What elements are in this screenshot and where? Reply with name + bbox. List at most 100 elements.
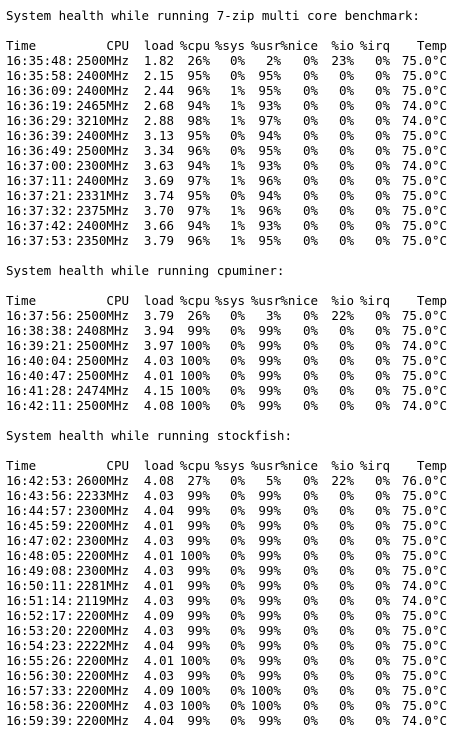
- cell-load: 1.82: [143, 53, 174, 68]
- cell-irq: 0%: [374, 338, 390, 353]
- cell-cpu: 2300MHz: [76, 158, 129, 173]
- cell-io: 0%: [338, 608, 354, 623]
- table-body: 16:42:53: 2600MHz 4.08 27% 0% 5% 0% 22% 0% 76.0°C…: [0, 473, 459, 728]
- cell-sys: 0%: [229, 698, 245, 713]
- cell-load: 2.15: [143, 68, 174, 83]
- cell-load: 4.09: [143, 608, 174, 623]
- cell-temp: 74.0°C: [401, 593, 447, 608]
- cell-usr: 99%: [258, 548, 281, 563]
- cell-time: 16:36:19:: [6, 98, 74, 113]
- cell-irq: 0%: [374, 503, 390, 518]
- cell-io: 0%: [338, 488, 354, 503]
- table-row: 16:43:56: 2233MHz 4.03 99% 0% 99% 0% 0% 0% 75.0°C: [0, 488, 459, 503]
- cell-irq: 0%: [374, 698, 390, 713]
- cell-load: 4.01: [143, 578, 174, 593]
- cell-nice: 0%: [302, 368, 318, 383]
- cell-temp: 75.0°C: [401, 533, 447, 548]
- table-row: 16:47:02: 2300MHz 4.03 99% 0% 99% 0% 0% 0% 75.0°C: [0, 533, 459, 548]
- cell-io: 0%: [338, 158, 354, 173]
- cell-time: 16:42:11:: [6, 398, 74, 413]
- cell-io: 0%: [338, 563, 354, 578]
- cell-sys: 1%: [229, 98, 245, 113]
- cell-time: 16:37:32:: [6, 203, 74, 218]
- cell-usr: 95%: [258, 83, 281, 98]
- table-row: 16:45:59: 2200MHz 4.01 99% 0% 99% 0% 0% 0% 75.0°C: [0, 518, 459, 533]
- cell-pcpu: 100%: [179, 653, 210, 668]
- header-temp: Temp: [416, 458, 447, 473]
- cell-time: 16:40:47:: [6, 368, 74, 383]
- header-pcpu: %cpu: [179, 293, 210, 308]
- cell-time: 16:48:05:: [6, 548, 74, 563]
- cell-irq: 0%: [374, 113, 390, 128]
- cell-irq: 0%: [374, 398, 390, 413]
- table-row: 16:40:04: 2500MHz 4.03 100% 0% 99% 0% 0% 0% 75.0°…: [0, 353, 459, 368]
- header-load: load: [143, 293, 174, 308]
- cell-load: 4.03: [143, 623, 174, 638]
- cell-temp: 75.0°C: [401, 698, 447, 713]
- cell-irq: 0%: [374, 383, 390, 398]
- header-time: Time: [6, 38, 37, 53]
- table-row: 16:40:47: 2500MHz 4.01 100% 0% 99% 0% 0% 0% 75.0°…: [0, 368, 459, 383]
- table-row: 16:37:00: 2300MHz 3.63 94% 1% 93% 0% 0% 0% 74.0°C: [0, 158, 459, 173]
- cell-io: 0%: [338, 638, 354, 653]
- cell-cpu: 2200MHz: [76, 668, 129, 683]
- cell-pcpu: 100%: [179, 353, 210, 368]
- cell-pcpu: 99%: [187, 323, 210, 338]
- cell-cpu: 2200MHz: [76, 608, 129, 623]
- cell-time: 16:37:00:: [6, 158, 74, 173]
- cell-pcpu: 26%: [187, 53, 210, 68]
- cell-temp: 75.0°C: [401, 518, 447, 533]
- table-row: 16:51:14: 2119MHz 4.03 99% 0% 99% 0% 0% 0% 74.0°C: [0, 593, 459, 608]
- table-row: 16:35:48: 2500MHz 1.82 26% 0% 2% 0% 23% 0% 75.0°C: [0, 53, 459, 68]
- cell-time: 16:45:59:: [6, 518, 74, 533]
- cell-time: 16:35:58:: [6, 68, 74, 83]
- cell-load: 3.79: [143, 233, 174, 248]
- cell-sys: 0%: [229, 683, 245, 698]
- cell-sys: 0%: [229, 188, 245, 203]
- cell-sys: 0%: [229, 473, 245, 488]
- cell-usr: 2%: [265, 53, 281, 68]
- header-usr: %usr: [250, 458, 281, 473]
- table-row: 16:57:33: 2200MHz 4.09 100% 0% 100% 0% 0% 0% 75.0…: [0, 683, 459, 698]
- cell-cpu: 2400MHz: [76, 83, 129, 98]
- cell-cpu: 2500MHz: [76, 53, 129, 68]
- cell-cpu: 2500MHz: [76, 308, 129, 323]
- table-row: 16:48:05: 2200MHz 4.01 100% 0% 99% 0% 0% 0% 75.0°…: [0, 548, 459, 563]
- cell-cpu: 2119MHz: [76, 593, 129, 608]
- cell-time: 16:42:53:: [6, 473, 74, 488]
- cell-pcpu: 100%: [179, 683, 210, 698]
- table-row: 16:39:21: 2500MHz 3.97 100% 0% 99% 0% 0% 0% 74.0°…: [0, 338, 459, 353]
- section-title: System health while running stockfish:: [6, 428, 292, 443]
- cell-irq: 0%: [374, 233, 390, 248]
- cell-io: 0%: [338, 143, 354, 158]
- cell-irq: 0%: [374, 53, 390, 68]
- cell-temp: 74.0°C: [401, 113, 447, 128]
- cell-temp: 75.0°C: [401, 323, 447, 338]
- table-row: 16:36:39: 2400MHz 3.13 95% 0% 94% 0% 0% 0% 75.0°C: [0, 128, 459, 143]
- cell-pcpu: 99%: [187, 503, 210, 518]
- cell-nice: 0%: [302, 353, 318, 368]
- cell-time: 16:37:42:: [6, 218, 74, 233]
- table-row: 16:53:20: 2200MHz 4.03 99% 0% 99% 0% 0% 0% 75.0°C: [0, 623, 459, 638]
- cell-time: 16:37:11:: [6, 173, 74, 188]
- cell-time: 16:56:30:: [6, 668, 74, 683]
- cell-load: 3.13: [143, 128, 174, 143]
- cell-usr: 99%: [258, 668, 281, 683]
- cell-temp: 76.0°C: [401, 473, 447, 488]
- cell-sys: 0%: [229, 668, 245, 683]
- cell-temp: 75.0°C: [401, 188, 447, 203]
- cell-sys: 1%: [229, 218, 245, 233]
- section-7zip: System health while running 7-zip multi …: [0, 8, 459, 248]
- cell-pcpu: 100%: [179, 548, 210, 563]
- cell-cpu: 2400MHz: [76, 68, 129, 83]
- header-sys: %sys: [214, 38, 245, 53]
- cell-nice: 0%: [302, 308, 318, 323]
- cell-irq: 0%: [374, 533, 390, 548]
- cell-sys: 0%: [229, 398, 245, 413]
- cell-irq: 0%: [374, 203, 390, 218]
- cell-sys: 0%: [229, 638, 245, 653]
- cell-irq: 0%: [374, 128, 390, 143]
- cell-time: 16:39:21:: [6, 338, 74, 353]
- cell-irq: 0%: [374, 638, 390, 653]
- cell-cpu: 2500MHz: [76, 398, 129, 413]
